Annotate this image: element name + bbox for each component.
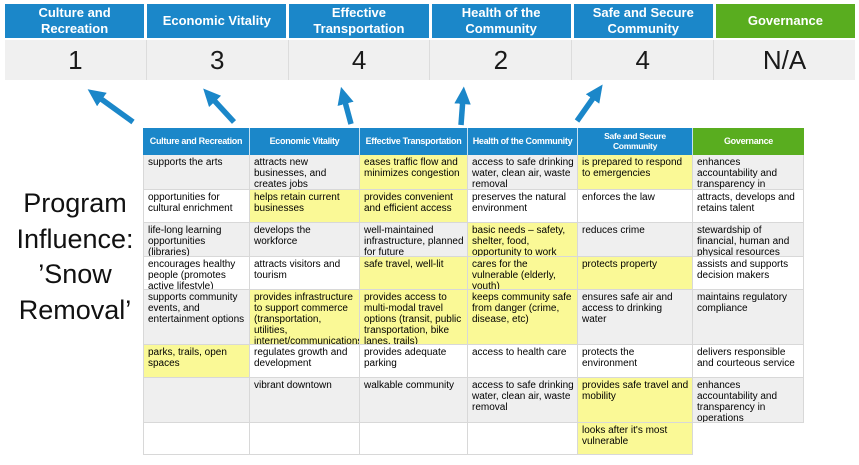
matrix-cell-r5-c5: ensures safe air and access to drinking … (578, 290, 693, 345)
matrix-cell-r3-c3: well-maintained infrastructure, planned … (360, 223, 468, 257)
matrix-cell-r4-c4: cares for the vulnerable (elderly, youth… (468, 257, 578, 290)
banner-header-economic-vitality: Economic Vitality (147, 4, 287, 38)
matrix-cell-r2-c1: opportunities for cultural enrichment (143, 190, 250, 223)
score-banner-headers: Culture and Recreation Economic Vitality… (5, 4, 856, 38)
banner-header-safe-secure: Safe and Secure Community (573, 4, 713, 38)
matrix-cell-r7-c4: access to safe drinking water, clean air… (468, 378, 578, 423)
matrix-cell-r1-c2: attracts new businesses, and creates job… (250, 155, 360, 190)
up-arrow-4 (454, 86, 471, 126)
matrix-cell-r5-c4: keeps community safe from danger (crime,… (468, 290, 578, 345)
matrix-cell-r7-c2: vibrant downtown (250, 378, 360, 423)
matrix-row-4: encourages healthy people (promotes acti… (143, 257, 804, 290)
matrix-body: supports the arts attracts new businesses… (143, 155, 804, 455)
up-arrow-2 (203, 88, 237, 124)
matrix-cell-r5-c6: maintains regulatory compliance (693, 290, 804, 345)
matrix-cell-r3-c1: life-long learning opportunities (librar… (143, 223, 250, 257)
matrix-header-governance: Governance (693, 128, 804, 155)
score-safe-secure: 4 (571, 40, 713, 80)
matrix-row-1: supports the arts attracts new businesses… (143, 155, 804, 190)
banner-header-health-community: Health of the Community (431, 4, 571, 38)
matrix-row-7: vibrant downtown walkable community access… (143, 378, 804, 423)
matrix-cell-r8-c6 (693, 423, 804, 455)
matrix-cell-r6-c5: protects the environment (578, 345, 693, 378)
matrix-header-economic-vitality: Economic Vitality (250, 128, 360, 155)
matrix-cell-r1-c6: enhances accountability and transparency… (693, 155, 804, 190)
matrix-cell-r6-c1: parks, trails, open spaces (143, 345, 250, 378)
matrix-cell-r5-c2: provides infrastructure to support comme… (250, 290, 360, 345)
matrix-cell-r7-c3: walkable community (360, 378, 468, 423)
matrix-cell-r4-c6: assists and supports decision makers (693, 257, 804, 290)
matrix-cell-r2-c5: enforces the law (578, 190, 693, 223)
score-culture-recreation: 1 (68, 44, 83, 75)
matrix-row-6: parks, trails, open spaces regulates grow… (143, 345, 804, 378)
matrix-cell-r5-c3: provides access to multi-modal travel op… (360, 290, 468, 345)
matrix-cell-r7-c1 (143, 378, 250, 423)
matrix-cell-r8-c2 (250, 423, 360, 455)
matrix-cell-r5-c1: supports community events, and entertain… (143, 290, 250, 345)
matrix-cell-r3-c4: basic needs – safety, shelter, food, opp… (468, 223, 578, 257)
matrix-cell-r8-c4 (468, 423, 578, 455)
influence-matrix: Culture and Recreation Economic Vitality… (143, 128, 804, 455)
matrix-cell-r3-c5: reduces crime (578, 223, 693, 257)
score-economic-vitality: 3 (145, 40, 288, 80)
matrix-row-2: opportunities for cultural enrichment hel… (143, 190, 804, 223)
program-title: Program Influence: ’Snow Removal’ (16, 188, 134, 325)
matrix-cell-r1-c1: supports the arts (143, 155, 250, 190)
score-health-community: 2 (429, 40, 571, 80)
matrix-cell-r6-c2: regulates growth and development (250, 345, 360, 378)
banner-header-effective-transportation: Effective Transportation (289, 4, 429, 38)
matrix-cell-r7-c6: enhances accountability and transparency… (693, 378, 804, 423)
matrix-cell-r6-c6: delivers responsible and courteous servi… (693, 345, 804, 378)
matrix-cell-r7-c5: provides safe travel and mobility (578, 378, 693, 423)
matrix-header-effective-transportation: Effective Transportation (360, 128, 468, 155)
matrix-cell-r4-c5: protects property (578, 257, 693, 290)
matrix-cell-r1-c5: is prepared to respond to emergencies (578, 155, 693, 190)
matrix-row-3: life-long learning opportunities (librar… (143, 223, 804, 257)
matrix-cell-r2-c4: preserves the natural environment (468, 190, 578, 223)
matrix-cell-r1-c3: eases traffic flow and minimizes congest… (360, 155, 468, 190)
matrix-cell-r8-c1 (143, 423, 250, 455)
matrix-header-health-community: Health of the Community (468, 128, 578, 155)
matrix-cell-r8-c3 (360, 423, 468, 455)
matrix-cell-r3-c2: develops the workforce (250, 223, 360, 257)
score-effective-transportation: 4 (287, 40, 430, 80)
matrix-header-culture-recreation: Culture and Recreation (143, 128, 250, 155)
up-arrow-5 (574, 84, 603, 123)
score-banner-values: 1 3 4 2 4 N/A (5, 40, 855, 80)
matrix-cell-r6-c3: provides adequate parking (360, 345, 468, 378)
banner-header-governance: Governance (715, 4, 856, 38)
matrix-header-row: Culture and Recreation Economic Vitality… (143, 128, 804, 155)
matrix-header-safe-secure: Safe and Secure Community (578, 128, 693, 155)
up-arrow-1 (87, 89, 135, 125)
matrix-cell-r8-c5: looks after it's most vulnerable (578, 423, 693, 455)
matrix-cell-r2-c3: provides convenient and efficient access (360, 190, 468, 223)
matrix-cell-r6-c4: access to health care (468, 345, 578, 378)
matrix-cell-r4-c1: encourages healthy people (promotes acti… (143, 257, 250, 290)
matrix-cell-r2-c2: helps retain current businesses (250, 190, 360, 223)
matrix-row-8: looks after it's most vulnerable (143, 423, 804, 455)
score-governance: N/A (713, 40, 855, 80)
matrix-row-5: supports community events, and entertain… (143, 290, 804, 345)
matrix-cell-r1-c4: access to safe drinking water, clean air… (468, 155, 578, 190)
banner-header-culture-recreation: Culture and Recreation (5, 4, 145, 38)
matrix-cell-r4-c2: attracts visitors and tourism (250, 257, 360, 290)
up-arrow-3 (337, 86, 354, 125)
matrix-cell-r2-c6: attracts, develops and retains talent (693, 190, 804, 223)
matrix-cell-r4-c3: safe travel, well-lit (360, 257, 468, 290)
matrix-cell-r3-c6: stewardship of financial, human and phys… (693, 223, 804, 257)
